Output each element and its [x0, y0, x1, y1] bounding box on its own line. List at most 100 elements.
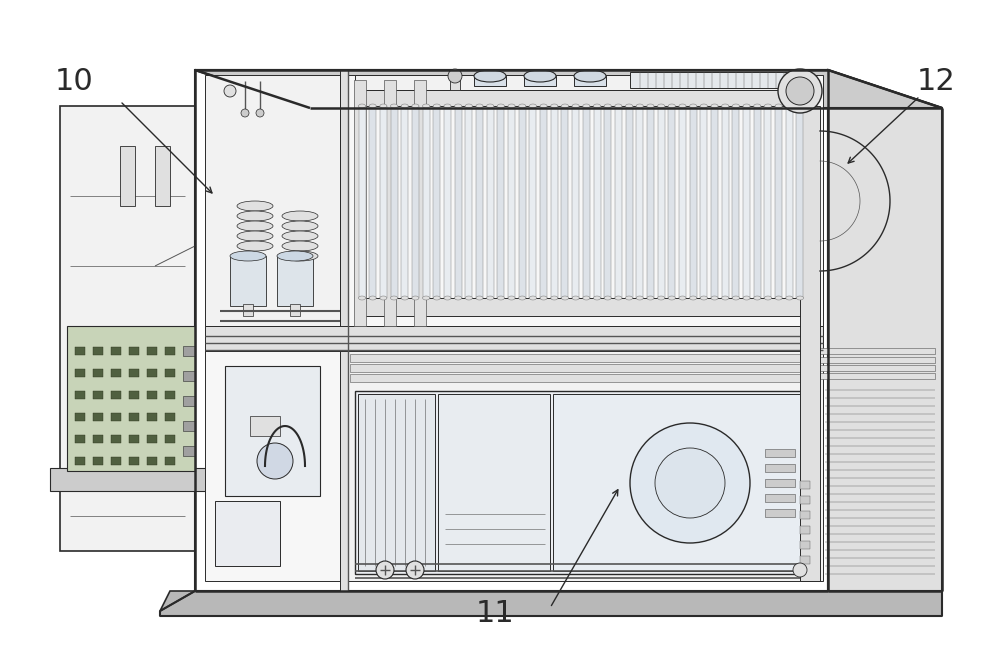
Polygon shape — [75, 347, 85, 355]
Ellipse shape — [433, 104, 440, 108]
Polygon shape — [414, 80, 426, 326]
Polygon shape — [93, 413, 103, 421]
Polygon shape — [668, 106, 675, 298]
Polygon shape — [355, 90, 815, 106]
Ellipse shape — [519, 104, 526, 108]
Ellipse shape — [282, 241, 318, 251]
Polygon shape — [355, 75, 815, 90]
Polygon shape — [93, 347, 103, 355]
Ellipse shape — [604, 104, 611, 108]
Polygon shape — [800, 106, 820, 581]
Polygon shape — [450, 72, 460, 90]
Ellipse shape — [626, 296, 633, 300]
Polygon shape — [828, 70, 942, 591]
Ellipse shape — [658, 296, 665, 300]
Ellipse shape — [764, 104, 771, 108]
Polygon shape — [50, 468, 220, 491]
Polygon shape — [147, 413, 157, 421]
Polygon shape — [820, 357, 935, 363]
Circle shape — [241, 109, 249, 117]
Polygon shape — [183, 446, 195, 456]
Polygon shape — [277, 256, 313, 306]
Ellipse shape — [282, 221, 318, 231]
Polygon shape — [455, 106, 462, 298]
Polygon shape — [626, 106, 633, 298]
Polygon shape — [165, 369, 175, 377]
Ellipse shape — [369, 104, 376, 108]
Ellipse shape — [237, 221, 273, 231]
Polygon shape — [796, 106, 803, 298]
Ellipse shape — [369, 296, 376, 300]
Polygon shape — [250, 416, 280, 436]
Polygon shape — [205, 326, 823, 351]
Ellipse shape — [401, 104, 408, 108]
Polygon shape — [561, 106, 568, 298]
Ellipse shape — [668, 296, 675, 300]
Ellipse shape — [529, 104, 536, 108]
Ellipse shape — [237, 241, 273, 251]
Ellipse shape — [636, 104, 643, 108]
Ellipse shape — [754, 296, 761, 300]
Polygon shape — [765, 449, 795, 457]
Ellipse shape — [594, 104, 601, 108]
Ellipse shape — [583, 296, 590, 300]
Polygon shape — [800, 526, 810, 534]
Polygon shape — [111, 391, 121, 399]
Polygon shape — [355, 298, 815, 316]
Polygon shape — [243, 304, 253, 316]
Ellipse shape — [412, 296, 419, 300]
Polygon shape — [183, 346, 195, 356]
Polygon shape — [183, 371, 195, 381]
Circle shape — [224, 85, 236, 97]
Ellipse shape — [775, 296, 782, 300]
Polygon shape — [111, 413, 121, 421]
Ellipse shape — [282, 251, 318, 261]
Ellipse shape — [764, 296, 771, 300]
Ellipse shape — [679, 296, 686, 300]
Circle shape — [778, 69, 822, 113]
Polygon shape — [359, 106, 366, 298]
Polygon shape — [129, 391, 139, 399]
Ellipse shape — [722, 296, 729, 300]
Ellipse shape — [237, 201, 273, 211]
Ellipse shape — [796, 104, 803, 108]
Polygon shape — [583, 106, 590, 298]
Ellipse shape — [230, 251, 266, 261]
Polygon shape — [384, 80, 396, 326]
Ellipse shape — [711, 104, 718, 108]
Polygon shape — [380, 106, 387, 298]
Ellipse shape — [444, 104, 451, 108]
Polygon shape — [60, 106, 195, 551]
Circle shape — [376, 561, 394, 579]
Ellipse shape — [775, 104, 782, 108]
Polygon shape — [594, 106, 601, 298]
Ellipse shape — [380, 104, 387, 108]
Ellipse shape — [423, 104, 430, 108]
Polygon shape — [350, 374, 818, 382]
Ellipse shape — [359, 104, 366, 108]
Polygon shape — [474, 76, 506, 86]
Ellipse shape — [561, 296, 568, 300]
Ellipse shape — [615, 296, 622, 300]
Ellipse shape — [487, 104, 494, 108]
Ellipse shape — [786, 296, 793, 300]
Ellipse shape — [497, 296, 504, 300]
Ellipse shape — [583, 104, 590, 108]
Polygon shape — [165, 435, 175, 443]
Polygon shape — [358, 394, 435, 571]
Polygon shape — [225, 366, 320, 496]
Polygon shape — [129, 413, 139, 421]
Polygon shape — [604, 106, 611, 298]
Polygon shape — [350, 364, 818, 372]
Ellipse shape — [401, 296, 408, 300]
Polygon shape — [820, 373, 935, 379]
Polygon shape — [647, 106, 654, 298]
Polygon shape — [183, 396, 195, 406]
Ellipse shape — [732, 104, 739, 108]
Polygon shape — [800, 481, 810, 489]
Ellipse shape — [743, 104, 750, 108]
Polygon shape — [129, 347, 139, 355]
Ellipse shape — [636, 296, 643, 300]
Polygon shape — [120, 146, 135, 206]
Polygon shape — [765, 494, 795, 502]
